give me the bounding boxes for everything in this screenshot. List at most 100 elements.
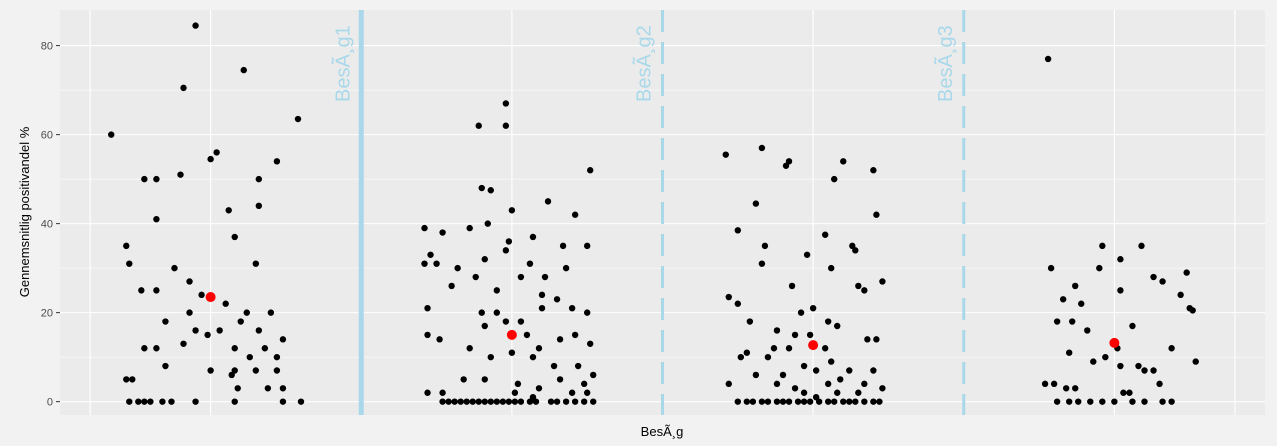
data-point (800, 389, 808, 396)
data-point (421, 224, 428, 232)
data-point (1168, 345, 1175, 352)
data-point (448, 282, 455, 290)
data-point (743, 398, 751, 405)
data-point (758, 260, 766, 267)
data-point (294, 115, 302, 123)
data-point (1072, 385, 1079, 392)
data-point (809, 304, 817, 312)
data-point (511, 389, 519, 396)
data-point (821, 231, 829, 238)
data-point (273, 353, 281, 361)
data-point (1111, 398, 1118, 405)
data-point (583, 389, 591, 396)
data-point (439, 229, 446, 236)
data-point (831, 175, 838, 183)
data-point (840, 158, 847, 165)
data-point (297, 398, 305, 405)
data-point (770, 345, 778, 352)
data-point (424, 304, 431, 312)
data-point (502, 122, 510, 129)
data-point (228, 371, 235, 379)
data-point (758, 398, 766, 405)
data-point (556, 376, 564, 383)
data-point (141, 345, 148, 352)
data-point (779, 371, 787, 379)
data-point (852, 247, 859, 254)
data-point (815, 398, 823, 405)
data-point (791, 385, 799, 392)
data-point (1072, 282, 1079, 290)
data-point (568, 304, 576, 312)
data-point (571, 398, 579, 405)
data-point (737, 353, 745, 361)
data-point (1053, 318, 1061, 325)
data-point (466, 345, 473, 352)
data-point (279, 336, 287, 343)
data-point (1047, 264, 1055, 272)
data-point (821, 345, 829, 352)
data-point (873, 211, 880, 218)
data-point (484, 220, 491, 227)
data-point (475, 398, 482, 405)
data-point (439, 389, 446, 396)
data-point (1041, 380, 1049, 388)
data-point (562, 398, 570, 405)
data-point (803, 251, 811, 258)
data-point (834, 389, 841, 396)
data-point (141, 398, 148, 405)
data-point (508, 349, 516, 356)
data-point (1099, 398, 1106, 405)
data-point (252, 260, 260, 267)
data-point (517, 318, 525, 325)
data-point (255, 202, 263, 210)
data-point (499, 398, 507, 405)
data-point (544, 198, 552, 205)
data-point (123, 376, 130, 383)
data-point (785, 398, 793, 405)
data-point (873, 336, 880, 343)
data-point (493, 287, 501, 294)
data-point (743, 349, 751, 356)
mean-point (808, 340, 819, 351)
data-point (831, 398, 838, 405)
data-point (535, 345, 543, 352)
data-point (481, 398, 488, 405)
data-point (734, 300, 742, 307)
data-point (855, 389, 862, 396)
data-point (556, 336, 564, 343)
data-point (153, 215, 160, 223)
data-point (180, 84, 187, 92)
data-point (126, 398, 133, 405)
data-point (538, 291, 546, 299)
data-point (794, 398, 802, 405)
data-point (207, 155, 214, 163)
data-point (255, 327, 263, 334)
data-point (553, 398, 561, 405)
data-point (252, 367, 260, 374)
data-point (1189, 307, 1196, 314)
data-point (466, 224, 473, 232)
data-point (267, 309, 275, 316)
data-point (791, 331, 799, 339)
data-point (1156, 380, 1163, 388)
data-point (141, 175, 148, 183)
data-point (861, 287, 868, 294)
data-point (225, 207, 232, 214)
x-axis-title: BesÃ¸g (641, 424, 684, 439)
data-point (879, 278, 886, 285)
data-point (1099, 242, 1106, 250)
data-point (502, 100, 510, 107)
data-point (861, 398, 868, 405)
data-point (153, 175, 160, 183)
data-point (1141, 367, 1148, 374)
data-point (547, 398, 555, 405)
data-point (1062, 385, 1070, 392)
data-point (168, 398, 175, 405)
data-point (424, 389, 431, 396)
reference-lines: BesÃ¸g1 BesÃ¸g2 BesÃ¸g3 (330, 10, 966, 415)
data-point (785, 158, 793, 165)
data-point (198, 291, 205, 299)
data-point (797, 309, 805, 316)
data-point (255, 175, 263, 183)
data-point (445, 398, 452, 405)
